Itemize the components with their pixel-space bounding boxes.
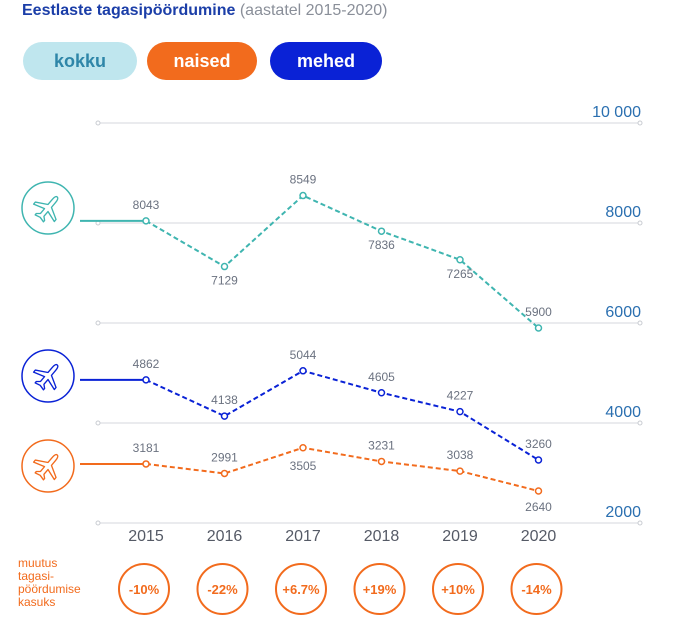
- y-tick-label: 6000: [605, 304, 641, 321]
- data-label: 7836: [368, 238, 395, 252]
- change-label-line: kasuks: [18, 595, 56, 609]
- plane-icon-shape: [32, 453, 59, 481]
- plane-icon: [21, 349, 75, 403]
- data-label: 3038: [447, 448, 474, 462]
- data-point: [299, 367, 307, 375]
- change-value: -22%: [207, 582, 238, 597]
- change-value: -10%: [129, 582, 160, 597]
- data-point: [534, 324, 543, 332]
- change-label-line: pöördumise: [18, 582, 81, 596]
- filter-kokku-button[interactable]: kokku: [23, 42, 137, 80]
- data-point: [220, 469, 229, 478]
- change-value: +19%: [363, 582, 397, 597]
- data-label: 4138: [211, 393, 238, 407]
- plane-icon: [21, 181, 75, 235]
- plane-icon-outline: [32, 453, 59, 481]
- filter-naised-button[interactable]: naised: [147, 42, 257, 80]
- data-point: [142, 460, 150, 468]
- gridline-start-dot: [95, 420, 101, 426]
- y-tick-label: 4000: [605, 404, 641, 421]
- data-label: 2991: [211, 450, 238, 464]
- data-label: 3181: [133, 441, 160, 455]
- data-label: 3231: [368, 438, 395, 452]
- x-tick-label: 2016: [207, 528, 243, 545]
- change-badge: [275, 563, 327, 615]
- gridline-end-dot: [637, 120, 643, 126]
- data-label: 3260: [525, 437, 552, 451]
- gridline-start-dot: [95, 120, 101, 126]
- data-label: 7129: [211, 274, 238, 288]
- y-tick-label: 10 000: [592, 104, 641, 121]
- change-label-line: tagasi-: [18, 569, 55, 583]
- data-point: [377, 457, 386, 466]
- data-point: [534, 456, 543, 464]
- gridline-end-dot: [637, 320, 643, 326]
- change-value: +6.7%: [282, 582, 320, 597]
- plane-icon-outline: [32, 195, 59, 223]
- change-badge: [196, 563, 249, 615]
- x-tick-label: 2018: [364, 528, 400, 545]
- change-value: +10%: [441, 582, 475, 597]
- gridline-start-dot: [95, 320, 101, 326]
- change-label-line: muutus: [18, 556, 58, 570]
- series-line-kokku: [145, 194, 540, 329]
- change-label: muutus tagasi- pöördumise kasuks: [18, 557, 98, 609]
- data-label: 4605: [368, 370, 395, 384]
- data-point: [220, 262, 229, 271]
- gridline-start-dot: [95, 520, 101, 526]
- title-main: Eestlaste tagasipöördumine: [22, 2, 236, 19]
- plane-icon-shape: [32, 195, 59, 223]
- x-tick-label: 2019: [442, 528, 478, 545]
- change-badge: [510, 563, 563, 615]
- data-label: 3505: [290, 459, 317, 473]
- data-label: 7265: [447, 267, 474, 281]
- series-line-mehed: [145, 369, 540, 461]
- gridline-end-dot: [637, 420, 643, 426]
- data-point: [299, 191, 307, 200]
- data-label: 4862: [133, 357, 160, 371]
- data-point: [534, 487, 543, 495]
- data-point: [377, 227, 386, 235]
- data-point: [299, 444, 307, 452]
- chart-title: Eestlaste tagasipöördumine (aastatel 201…: [22, 2, 388, 20]
- x-tick-label: 2017: [285, 528, 321, 545]
- data-point: [456, 256, 464, 264]
- x-tick-label: 2015: [128, 528, 164, 545]
- data-point: [142, 376, 150, 384]
- data-label: 5900: [525, 305, 552, 319]
- data-label: 4227: [447, 389, 474, 403]
- data-point: [220, 412, 229, 420]
- plane-icon-outline: [32, 363, 59, 391]
- data-label: 8043: [133, 198, 160, 212]
- x-tick-label: 2020: [521, 528, 557, 545]
- plane-icon: [21, 439, 75, 493]
- plane-icon-shape: [32, 363, 59, 391]
- change-badge: [353, 563, 406, 615]
- series-line-naised: [145, 446, 539, 492]
- data-point: [456, 407, 464, 416]
- title-subtitle: (aastatel 2015-2020): [239, 2, 388, 19]
- data-point: [142, 217, 150, 225]
- data-label: 2640: [525, 500, 552, 514]
- gridline-end-dot: [637, 520, 643, 526]
- filter-mehed-button[interactable]: mehed: [270, 42, 382, 80]
- data-label: 5044: [290, 348, 317, 362]
- change-badge: [118, 563, 170, 615]
- data-point: [456, 467, 464, 475]
- change-value: -14%: [521, 582, 552, 597]
- data-label: 8549: [290, 173, 317, 187]
- y-tick-label: 8000: [605, 204, 641, 221]
- gridline-end-dot: [637, 220, 643, 226]
- y-tick-label: 2000: [605, 504, 641, 521]
- change-badge: [432, 563, 484, 615]
- data-point: [377, 389, 386, 397]
